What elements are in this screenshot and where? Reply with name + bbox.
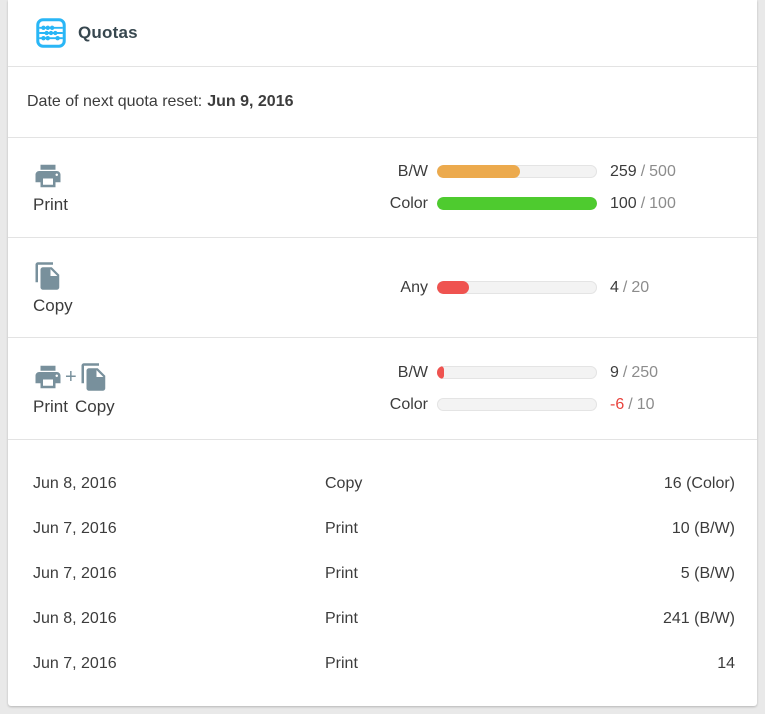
history-amount: 10 (B/W) (671, 519, 735, 537)
printer-icon (35, 164, 61, 187)
quota-section-print: Print B/W 259/500 Color 100/100 (8, 137, 757, 237)
quota-value: -6/10 (610, 395, 655, 413)
quota-value: 100/100 (610, 194, 676, 212)
quota-section-copy: Copy Any 4/20 (8, 237, 757, 337)
quota-value: 9/250 (610, 363, 659, 381)
history-date: Jun 7, 2016 (33, 519, 117, 537)
history-date: Jun 8, 2016 (33, 474, 117, 492)
quota-value: 259/500 (610, 162, 676, 180)
quota-value: 4/20 (610, 278, 650, 296)
abacus-icon (36, 18, 66, 48)
progress-bar-fill (437, 165, 520, 178)
bar-label: B/W (397, 363, 428, 381)
history-date: Jun 7, 2016 (33, 654, 117, 672)
quota-section-print-copy: + Print Copy B/W 9/250 Color (8, 337, 757, 439)
print-label: Print (33, 194, 68, 214)
progress-bar-track (437, 197, 597, 210)
history-row: Jun 7, 2016 Print 14 (25, 641, 735, 686)
progress-bar-track (437, 281, 597, 294)
copy-icon (35, 261, 60, 290)
bar-label: Color (389, 194, 428, 212)
progress-bar-track (437, 165, 597, 178)
history-amount: 241 (B/W) (662, 609, 735, 627)
history-type: Copy (325, 474, 363, 492)
copy-device: Copy (8, 260, 73, 316)
progress-bar-fill (437, 366, 444, 379)
reset-date: Jun 9, 2016 (207, 93, 294, 110)
print-device: Print (8, 161, 68, 215)
printer-icon (35, 365, 61, 388)
history-amount: 5 (B/W) (680, 564, 735, 582)
page-title: Quotas (78, 23, 138, 42)
reset-label: Date of next quota reset: (27, 93, 203, 110)
quotas-card: Quotas Date of next quota reset: Jun 9, … (8, 0, 757, 706)
copy-icon (81, 362, 105, 391)
copy-label: Copy (74, 396, 115, 416)
history-row: Jun 8, 2016 Print 241 (B/W) (25, 596, 735, 641)
quota-bar-row: Color 100/100 (368, 188, 733, 220)
quota-history-list: Jun 8, 2016 Copy 16 (Color) Jun 7, 2016 … (8, 439, 757, 706)
history-date: Jun 8, 2016 (33, 609, 117, 627)
print-copy-device: + Print Copy (8, 361, 115, 417)
plus-icon: + (65, 365, 77, 388)
history-type: Print (325, 519, 358, 537)
copy-label: Copy (33, 295, 73, 315)
history-type: Print (325, 609, 358, 627)
progress-bar-track (437, 366, 597, 379)
history-row: Jun 8, 2016 Copy 16 (Color) (25, 461, 735, 506)
quota-bar-row: Color -6/10 (368, 389, 733, 421)
quota-bar-row: Any 4/20 (368, 272, 733, 304)
quota-reset-row: Date of next quota reset: Jun 9, 2016 (8, 66, 757, 137)
history-row: Jun 7, 2016 Print 5 (B/W) (25, 551, 735, 596)
quota-bar-row: B/W 259/500 (368, 156, 733, 188)
progress-bar-fill (437, 197, 597, 210)
history-amount: 16 (Color) (663, 474, 735, 492)
history-amount: 14 (717, 654, 735, 672)
card-header: Quotas (8, 0, 757, 66)
bar-label: Color (389, 395, 428, 413)
print-label: Print (33, 396, 68, 416)
history-date: Jun 7, 2016 (33, 564, 117, 582)
progress-bar-fill (437, 281, 469, 294)
quota-bar-row: B/W 9/250 (368, 357, 733, 389)
bar-label: Any (400, 278, 428, 296)
history-row: Jun 7, 2016 Print 10 (B/W) (25, 506, 735, 551)
history-type: Print (325, 564, 358, 582)
bar-label: B/W (397, 162, 428, 180)
history-type: Print (325, 654, 358, 672)
progress-bar-track (437, 398, 597, 411)
